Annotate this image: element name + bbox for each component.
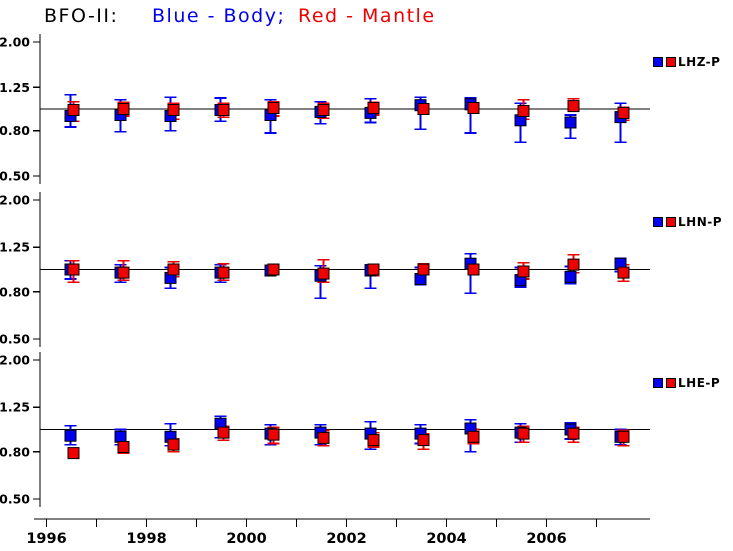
data-point-mantle xyxy=(417,263,430,276)
data-point-mantle xyxy=(367,263,380,276)
title-mantle-legend: Red - Mantle xyxy=(298,5,436,27)
y-tick-label: 0.80 xyxy=(0,123,30,138)
data-point-mantle xyxy=(517,105,530,117)
panel-LHZ-P: 2.00 1.25 0.80 0.50 xyxy=(0,34,650,184)
x-tick-label: 2006 xyxy=(526,531,566,547)
data-point-mantle xyxy=(267,428,280,441)
legend-label: LHN-P xyxy=(678,215,723,229)
data-point-mantle xyxy=(317,431,330,444)
data-point-mantle xyxy=(517,427,530,440)
data-point-body xyxy=(564,270,577,283)
data-point-body xyxy=(564,116,577,129)
chart-title: BFO-II: Blue - Body; Red - Mantle xyxy=(0,5,733,31)
data-point-mantle xyxy=(217,266,230,279)
data-point-mantle xyxy=(167,263,180,276)
mantle-swatch-icon xyxy=(666,57,676,67)
data-point-mantle xyxy=(217,104,230,116)
data-point-mantle xyxy=(167,438,180,451)
data-point-mantle xyxy=(467,430,480,443)
legend-label: LHE-P xyxy=(678,376,721,390)
data-point-mantle xyxy=(267,102,280,114)
body-swatch-icon xyxy=(653,217,663,227)
data-point-mantle xyxy=(567,100,580,113)
data-point-mantle xyxy=(317,267,330,280)
data-point-mantle xyxy=(117,266,130,279)
data-point-mantle xyxy=(467,102,480,114)
data-point-mantle xyxy=(117,103,130,115)
data-point-mantle xyxy=(417,103,430,115)
data-point-mantle xyxy=(617,266,630,279)
body-swatch-icon xyxy=(653,378,663,388)
mantle-swatch-icon xyxy=(666,378,676,388)
y-tick-label: 0.80 xyxy=(0,284,30,299)
y-tick-label: 2.00 xyxy=(0,35,30,50)
y-tick-label: 0.80 xyxy=(0,444,30,459)
y-tick-label: 0.50 xyxy=(0,332,30,347)
data-point-mantle xyxy=(67,104,80,116)
body-swatch-icon xyxy=(653,57,663,67)
data-point-mantle xyxy=(267,263,280,276)
y-tick-label: 2.00 xyxy=(0,353,30,368)
x-axis: 1996 1998 2000 2002 2004 2006 xyxy=(26,518,650,547)
y-tick-label: 1.25 xyxy=(0,80,30,95)
panel-LHN-P: 2.00 1.25 0.80 0.50 xyxy=(0,192,650,347)
data-point-mantle xyxy=(617,430,630,443)
legend-lhz: LHZ-P xyxy=(653,55,721,69)
x-tick-label: 1996 xyxy=(26,531,66,547)
title-body-legend: Blue - Body; xyxy=(152,5,286,27)
panel-LHE-P: 2.00 1.25 0.80 0.50 xyxy=(0,352,650,507)
title-station: BFO-II: xyxy=(44,5,119,27)
data-point-mantle xyxy=(167,104,180,116)
data-point-mantle xyxy=(217,426,230,439)
legend-lhe: LHE-P xyxy=(653,376,721,390)
x-tick-label: 2000 xyxy=(226,531,266,547)
y-tick-label: 0.50 xyxy=(0,169,30,184)
data-point-mantle xyxy=(517,265,530,278)
mantle-swatch-icon xyxy=(666,217,676,227)
data-point-mantle xyxy=(317,104,330,116)
data-point-mantle xyxy=(617,106,630,119)
data-point-mantle xyxy=(67,447,80,460)
data-point-mantle xyxy=(67,263,80,276)
data-point-body xyxy=(114,430,127,443)
x-tick-label: 1998 xyxy=(126,531,166,547)
legend-lhn: LHN-P xyxy=(653,215,723,229)
y-tick-label: 1.25 xyxy=(0,400,30,415)
data-point-mantle xyxy=(567,258,580,271)
y-tick-label: 0.50 xyxy=(0,492,30,507)
x-tick-label: 2004 xyxy=(426,531,466,547)
legend-label: LHZ-P xyxy=(678,55,721,69)
data-point-mantle xyxy=(467,263,480,276)
data-point-mantle xyxy=(367,434,380,447)
data-point-mantle xyxy=(117,441,130,453)
y-tick-label: 1.25 xyxy=(0,240,30,255)
x-tick-label: 2002 xyxy=(326,531,366,547)
y-tick-label: 2.00 xyxy=(0,193,30,208)
data-point-mantle xyxy=(567,427,580,440)
data-point-body xyxy=(64,429,77,442)
data-point-mantle xyxy=(417,434,430,447)
data-point-mantle xyxy=(367,102,380,114)
